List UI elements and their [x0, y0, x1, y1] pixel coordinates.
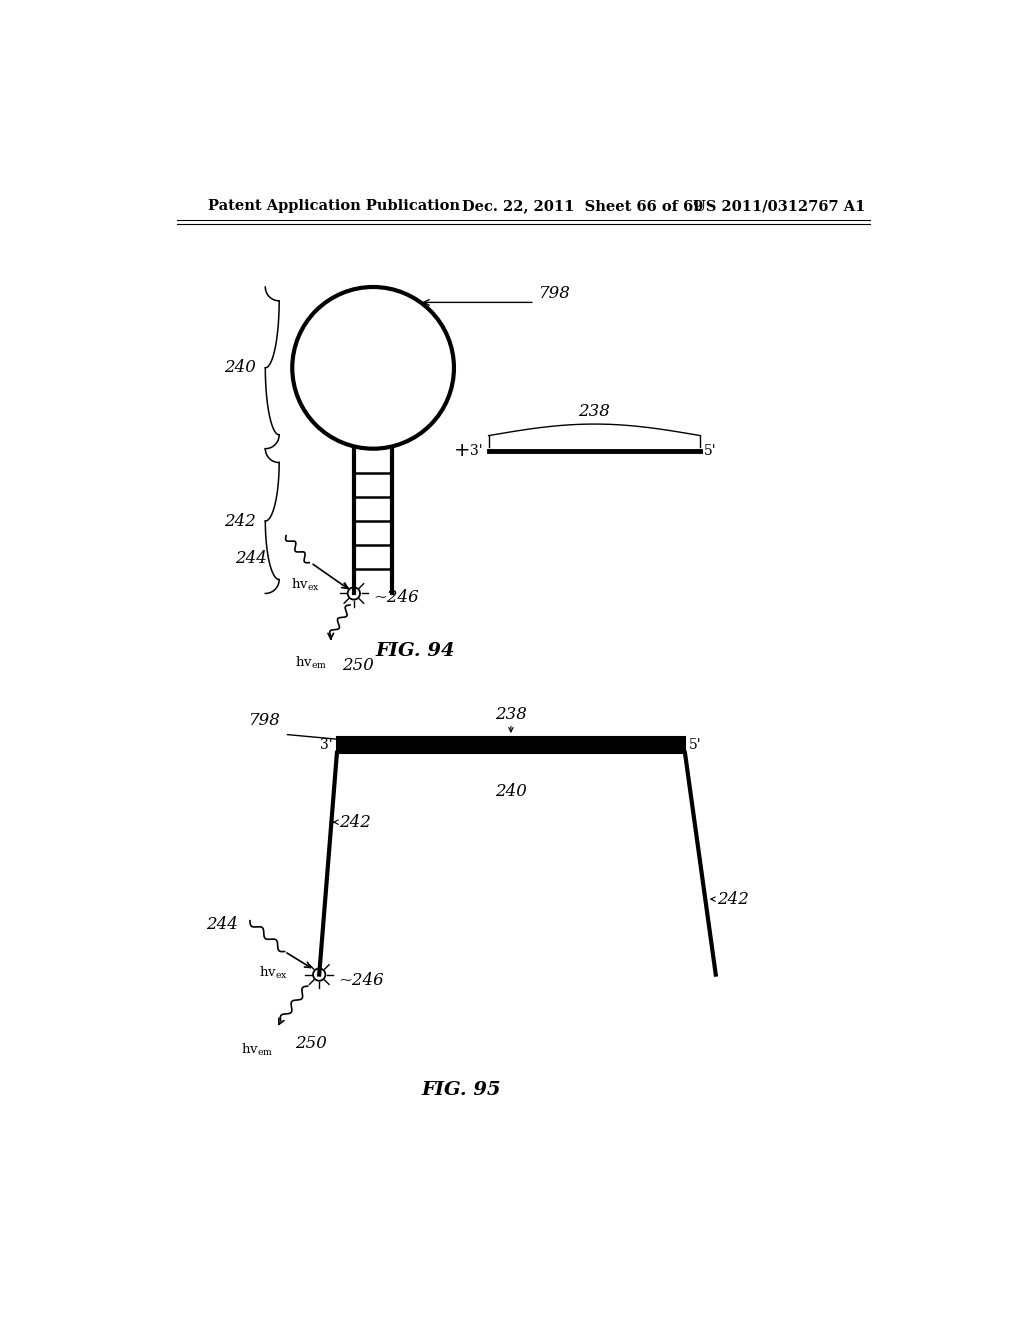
- Text: 3': 3': [321, 738, 333, 752]
- Text: 5': 5': [689, 738, 701, 752]
- Text: 244: 244: [207, 916, 239, 933]
- Text: 240: 240: [224, 359, 256, 376]
- Text: FIG. 94: FIG. 94: [376, 643, 456, 660]
- Text: 798: 798: [539, 285, 570, 302]
- Bar: [337, 738, 685, 752]
- Text: 238: 238: [579, 403, 610, 420]
- Text: 242: 242: [224, 512, 256, 529]
- Text: hv$_{\mathregular{ex}}$: hv$_{\mathregular{ex}}$: [259, 965, 288, 982]
- Text: hv$_{\mathregular{em}}$: hv$_{\mathregular{em}}$: [295, 655, 327, 671]
- Text: 240: 240: [495, 783, 527, 800]
- Text: 3': 3': [470, 444, 482, 458]
- Text: hv$_{\mathregular{ex}}$: hv$_{\mathregular{ex}}$: [291, 577, 319, 593]
- Text: 242: 242: [339, 813, 371, 830]
- Text: FIG. 95: FIG. 95: [422, 1081, 502, 1100]
- Text: ~246: ~246: [373, 589, 419, 606]
- Text: 238: 238: [495, 706, 527, 723]
- Text: +: +: [454, 441, 470, 461]
- Text: ~246: ~246: [339, 973, 384, 989]
- Text: 5': 5': [705, 444, 717, 458]
- Text: 250: 250: [295, 1035, 327, 1052]
- Text: 242: 242: [717, 891, 749, 908]
- Text: hv$_{\mathregular{em}}$: hv$_{\mathregular{em}}$: [241, 1043, 273, 1059]
- Text: 250: 250: [342, 656, 374, 673]
- Text: Patent Application Publication: Patent Application Publication: [208, 199, 460, 213]
- Text: US 2011/0312767 A1: US 2011/0312767 A1: [692, 199, 865, 213]
- Text: 798: 798: [250, 711, 282, 729]
- Text: 244: 244: [234, 550, 267, 568]
- Text: Dec. 22, 2011  Sheet 66 of 69: Dec. 22, 2011 Sheet 66 of 69: [462, 199, 703, 213]
